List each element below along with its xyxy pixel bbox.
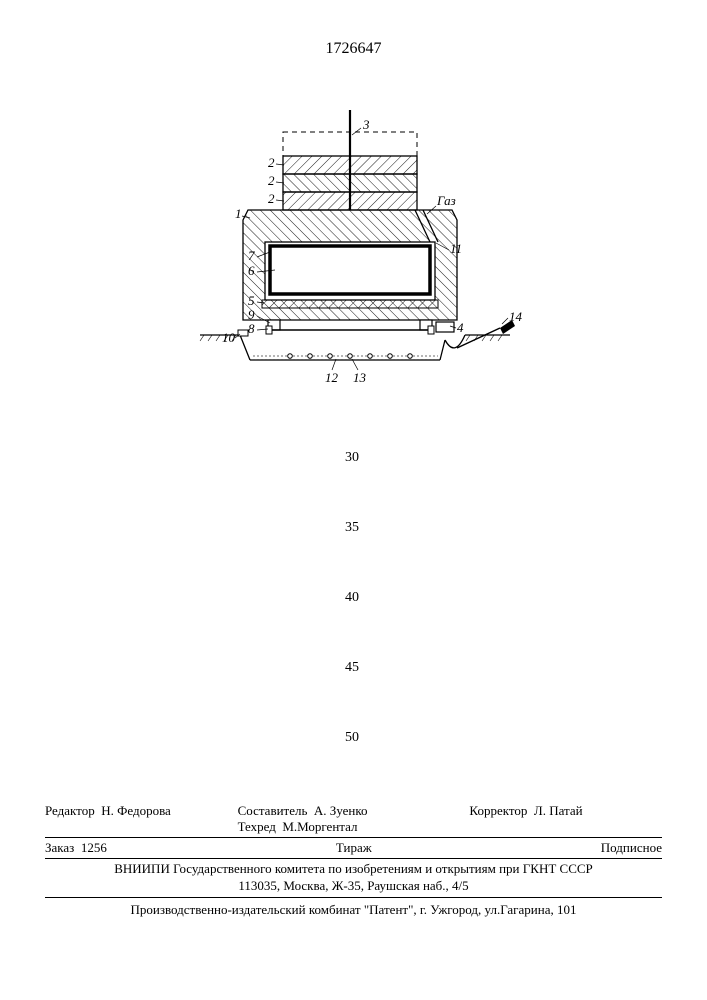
corrector-name: Л. Патай [534,803,583,818]
editor-label: Редактор [45,803,95,818]
order-label: Заказ [45,840,74,855]
corrector-label: Корректор [469,803,527,818]
editor-cell: Редактор Н. Федорова [45,803,238,835]
credits-row-order: Заказ 1256 Тираж Подписное [45,838,662,859]
compiler-label: Составитель [238,803,308,818]
org-line1: ВНИИПИ Государственного комитета по изоб… [114,861,593,876]
label-4: 4 [457,320,464,335]
label-2a: 2 [268,155,275,170]
tirage-label: Тираж [336,840,372,856]
techred-label: Техред [238,819,276,834]
middle-cell: Составитель А. Зуенко Техред М.Моргентал [238,803,450,835]
label-2c: 2 [268,191,275,206]
label-14: 14 [509,309,523,324]
compiler-name: А. Зуенко [314,803,368,818]
credits-block: Редактор Н. Федорова Составитель А. Зуен… [45,803,662,918]
credits-org: ВНИИПИ Государственного комитета по изоб… [45,859,662,898]
label-2b: 2 [268,173,275,188]
line-num: 45 [345,660,359,676]
line-numbers-column: 30 35 40 45 50 [345,450,359,800]
line-num: 35 [345,520,359,536]
label-5: 5 [248,293,255,308]
line-num: 50 [345,730,359,746]
label-8: 8 [248,321,255,336]
label-10: 10 [222,330,236,345]
credits-publisher: Производственно-издательский комбинат "П… [45,898,662,918]
label-6: 6 [248,263,255,278]
label-13: 13 [353,370,367,385]
line-num: 40 [345,590,359,606]
label-gas: Газ [436,193,456,208]
org-line2: 113035, Москва, Ж-35, Раушская наб., 4/5 [238,878,468,893]
label-7: 7 [248,248,255,263]
credits-row-names: Редактор Н. Федорова Составитель А. Зуен… [45,803,662,838]
label-3: 3 [362,117,370,132]
editor-name: Н. Федорова [101,803,171,818]
order-num: 1256 [81,840,107,855]
label-11: 11 [450,241,462,256]
label-9: 9 [248,307,255,322]
technical-diagram: 3 2 2 2 1 7 6 5 9 8 10 Газ 11 4 14 12 13 [140,110,560,410]
subscription-label: Подписное [601,840,662,856]
corrector-cell: Корректор Л. Патай [449,803,662,835]
page-number: 1726647 [326,40,382,58]
label-12: 12 [325,370,339,385]
techred-name: М.Моргентал [282,819,357,834]
label-1: 1 [235,206,242,221]
line-num: 30 [345,450,359,466]
